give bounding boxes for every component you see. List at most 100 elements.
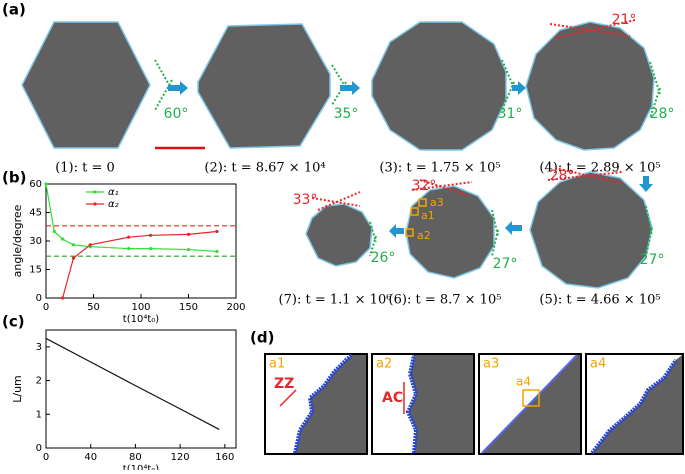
annotation: a4	[516, 375, 531, 389]
point	[186, 247, 191, 252]
angle-line	[649, 87, 661, 119]
point	[127, 247, 131, 251]
y-tick-label: 1	[36, 409, 42, 420]
direction-arrow	[279, 389, 297, 407]
inset-label: a1	[269, 357, 285, 372]
point	[215, 229, 219, 234]
angle-line	[311, 197, 361, 207]
x-tick-label: 50	[87, 302, 100, 313]
angle-label: 33°	[293, 192, 318, 208]
point	[71, 256, 76, 260]
angle-label: 28°	[650, 106, 675, 122]
y-tick-label: 30	[29, 236, 42, 247]
x-tick-label: 0	[43, 302, 49, 313]
angle-label: 60°	[164, 106, 189, 122]
x-tick-label: 150	[179, 302, 198, 313]
legend-marker	[93, 202, 97, 206]
y-tick-label: 3	[36, 342, 42, 353]
angle-line	[369, 235, 377, 257]
x-tick-label: 200	[226, 302, 245, 313]
caption: (6): t = 8.7 × 10⁵	[389, 293, 502, 308]
point	[148, 247, 153, 251]
caption: (3): t = 1.75 × 10⁵	[379, 161, 500, 176]
inset-label: a2	[376, 357, 392, 372]
x-tick-label: 0	[43, 452, 49, 463]
point	[148, 233, 153, 237]
edge	[590, 358, 678, 455]
angle-line	[491, 209, 499, 237]
point	[44, 182, 48, 186]
plot-frame	[45, 183, 237, 299]
flake	[525, 21, 655, 151]
caption: (5): t = 4.66 × 10⁵	[539, 293, 660, 308]
arrow	[639, 176, 653, 192]
arrow	[512, 81, 526, 95]
arrow	[340, 81, 360, 95]
flake	[529, 171, 653, 289]
angle-label: 27°	[640, 252, 665, 268]
angle-label: 35°	[334, 106, 359, 122]
marker-label: a1	[421, 209, 435, 222]
panel-label: (c)	[2, 313, 25, 331]
x-tick-label: 40	[84, 452, 97, 463]
angle-line	[419, 179, 471, 197]
plot-frame	[45, 329, 237, 449]
series-line	[62, 230, 218, 299]
inset-label: a3	[483, 357, 499, 372]
x-tick-label: 80	[129, 452, 142, 463]
inset: a1 ZZ	[264, 353, 368, 455]
marker-box	[522, 389, 540, 407]
inset: a2 AC	[371, 353, 475, 455]
inset: a3 a4	[478, 353, 582, 455]
point	[61, 296, 65, 300]
flake	[405, 185, 495, 279]
y-tick-label: 0	[36, 293, 42, 304]
arrow	[389, 224, 404, 238]
x-axis-label: t(10⁴t₀)	[123, 314, 159, 325]
angle-label: 32°	[412, 178, 437, 194]
angle-label: 21°	[612, 12, 637, 28]
panel-label: (d)	[250, 329, 274, 347]
point	[215, 249, 219, 254]
flake	[21, 21, 151, 149]
y-tick-label: 2	[36, 376, 42, 387]
angle-line	[645, 227, 653, 257]
legend-label: α₁	[108, 187, 119, 198]
legend-marker	[93, 190, 97, 194]
x-axis-label: t(10⁴t₀)	[123, 464, 159, 470]
angle-line	[331, 64, 347, 89]
point	[61, 237, 65, 241]
edge	[405, 354, 419, 454]
point	[52, 229, 56, 234]
y-axis-label: angle/degree	[11, 204, 24, 277]
caption: (7): t = 1.1 × 10⁶	[279, 293, 392, 308]
region	[295, 355, 366, 453]
annotation: AC	[382, 390, 403, 406]
series-line	[45, 183, 218, 253]
region	[408, 355, 473, 453]
angle-label: 28°	[550, 168, 575, 184]
marker-box	[410, 207, 419, 216]
angle-line	[649, 61, 661, 95]
point	[71, 243, 76, 247]
y-axis-label: L/um	[11, 375, 24, 403]
point	[186, 232, 191, 236]
inset-label: a4	[590, 357, 606, 372]
point	[88, 243, 92, 247]
marker-label: a2	[417, 229, 431, 242]
angle-line	[491, 229, 499, 257]
annotation: ZZ	[274, 376, 294, 392]
angle-line	[549, 23, 631, 37]
caption: (1): t = 0	[55, 161, 115, 176]
angle-line	[547, 171, 623, 181]
marker-label: a3	[430, 196, 444, 209]
caption: (4): t = 2.89 × 10⁵	[539, 161, 660, 176]
angle-line	[369, 221, 377, 243]
arrow	[505, 221, 522, 235]
y-tick-label: 45	[29, 208, 42, 219]
x-tick-label: 100	[131, 302, 150, 313]
angle-line	[554, 19, 636, 39]
x-tick-label: 160	[215, 452, 234, 463]
y-tick-label: 15	[29, 265, 42, 276]
